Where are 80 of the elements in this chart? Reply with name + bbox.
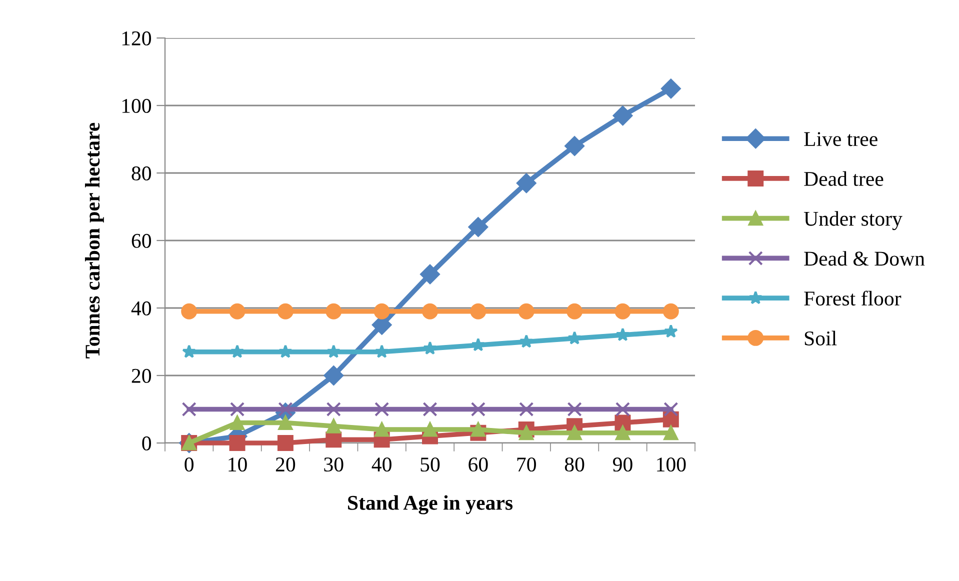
point — [519, 334, 534, 348]
x-tick-label: 10 — [228, 457, 247, 472]
point — [471, 338, 486, 352]
point — [664, 402, 678, 417]
point — [230, 415, 245, 430]
point — [422, 422, 438, 437]
point — [519, 402, 534, 417]
point — [662, 411, 679, 428]
point — [277, 303, 294, 320]
point — [278, 344, 292, 358]
point — [422, 303, 438, 320]
y-tick-label: 20 — [132, 368, 152, 383]
point — [470, 303, 486, 320]
x-tick-label: 90 — [612, 457, 632, 472]
point — [230, 344, 244, 358]
point — [518, 303, 534, 320]
point — [662, 303, 679, 320]
y-tick-label: 80 — [132, 166, 152, 180]
point — [567, 402, 582, 417]
legend-label: Forest floor — [804, 290, 902, 306]
legend-label: Under story — [804, 211, 902, 230]
point — [230, 402, 245, 417]
point — [181, 303, 198, 320]
point — [614, 303, 631, 320]
y-axis-title: Tonnes carbon per hectare — [84, 122, 104, 358]
x-axis-title: Stand Age in years — [348, 495, 513, 514]
y-tick-label: 100 — [122, 98, 152, 113]
point — [374, 303, 390, 320]
x-tick-label: 80 — [564, 457, 584, 472]
legend-label: Dead & Down — [804, 251, 925, 266]
point — [374, 402, 390, 417]
point — [612, 106, 633, 126]
x-tick-label: 0 — [184, 457, 194, 472]
point — [423, 341, 437, 355]
point — [422, 402, 438, 417]
y-tick-label: 0 — [142, 436, 152, 450]
point — [664, 324, 678, 338]
legend-label: Dead tree — [804, 171, 884, 186]
point — [516, 173, 536, 194]
y-tick-label: 120 — [122, 31, 152, 46]
legend-label: Live tree — [804, 132, 878, 146]
point — [470, 402, 486, 417]
point — [182, 344, 196, 358]
point — [615, 426, 630, 440]
x-tick-label: 30 — [324, 457, 344, 472]
x-tick-label: 20 — [276, 457, 296, 472]
point — [277, 435, 294, 451]
point — [420, 264, 440, 284]
point — [326, 303, 342, 320]
point — [615, 402, 630, 417]
x-tick-label: 40 — [372, 457, 392, 472]
point — [568, 331, 582, 344]
x-tick-label: 60 — [468, 457, 488, 472]
point — [326, 418, 341, 434]
point — [324, 366, 344, 386]
point — [564, 136, 584, 156]
point — [182, 402, 196, 417]
point — [468, 217, 488, 237]
y-tick-label: 60 — [132, 234, 152, 248]
point — [229, 303, 246, 320]
point — [326, 344, 341, 358]
point — [614, 414, 631, 431]
point — [664, 426, 678, 440]
point — [567, 426, 582, 440]
y-tick-label: 40 — [131, 301, 152, 316]
point — [519, 426, 534, 440]
point — [374, 344, 389, 358]
point — [278, 415, 293, 430]
x-tick-label: 100 — [657, 457, 686, 472]
legend-label: Soil — [804, 330, 837, 346]
point — [616, 328, 630, 342]
point — [326, 402, 341, 417]
point — [374, 422, 390, 437]
point — [470, 422, 486, 437]
x-tick-label: 50 — [420, 457, 440, 472]
x-tick-label: 70 — [517, 457, 536, 472]
point — [229, 435, 246, 451]
point — [326, 432, 342, 448]
point — [661, 78, 681, 99]
point — [566, 303, 583, 320]
